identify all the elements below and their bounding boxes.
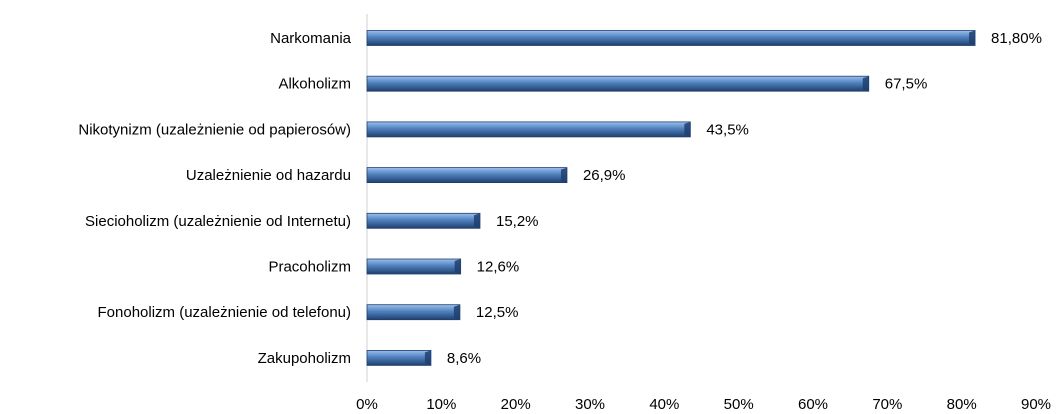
x-tick-label: 60% (798, 396, 828, 413)
category-label: Nikotynizm (uzależnienie od papierosów) (78, 121, 351, 138)
bar-end-cap (560, 167, 567, 183)
bar-end-cap (969, 30, 976, 46)
value-label: 8,6% (447, 350, 481, 367)
bar-nikotynizm-uzaleznienie-od-papierosow (366, 121, 691, 138)
category-label: Fonoholizm (uzależnienie od telefonu) (98, 304, 351, 321)
value-label: 43,5% (706, 121, 749, 138)
bar-end-cap (473, 213, 480, 229)
bar-alkoholizm (366, 75, 870, 92)
value-label: 26,9% (583, 167, 626, 184)
category-label: Siecioholizm (uzależnienie od Internetu) (85, 213, 351, 230)
x-tick-label: 0% (356, 396, 378, 413)
x-tick-label: 30% (575, 396, 605, 413)
category-label: Zakupoholizm (258, 350, 351, 367)
bar-fonoholizm-uzaleznienie-od-telefonu (366, 304, 461, 321)
value-label: 15,2% (496, 213, 539, 230)
bar-siecioholizm-uzaleznienie-od-internetu (366, 212, 481, 229)
x-axis-ticks: 0% 10% 20% 30% 40% 50% 60% 70% 80% 90% (356, 396, 1051, 413)
value-label: 81,80% (991, 30, 1042, 47)
bar-end-cap (424, 350, 431, 366)
category-label: Narkomania (270, 30, 352, 47)
bar-uzaleznienie-od-hazardu (366, 167, 568, 184)
value-label: 12,5% (476, 304, 519, 321)
x-tick-label: 90% (1021, 396, 1051, 413)
category-label: Uzależnienie od hazardu (186, 167, 351, 184)
value-label: 12,6% (477, 259, 520, 276)
category-labels: Narkomania Alkoholizm Nikotynizm (uzależni… (78, 30, 351, 367)
bar-narkomania (366, 30, 976, 46)
bars-layer (366, 30, 976, 366)
bar-zakupoholizm (366, 349, 432, 366)
category-label: Alkoholizm (278, 76, 351, 93)
bar-end-cap (862, 76, 869, 92)
value-label: 67,5% (885, 76, 928, 93)
x-tick-label: 50% (724, 396, 754, 413)
bar-end-cap (454, 259, 461, 274)
x-tick-label: 80% (947, 396, 977, 413)
x-tick-label: 70% (872, 396, 902, 413)
bar-end-cap (453, 304, 460, 320)
x-tick-label: 40% (649, 396, 679, 413)
x-tick-label: 10% (426, 396, 456, 413)
category-label: Pracoholizm (268, 259, 351, 276)
x-tick-label: 20% (501, 396, 531, 413)
bar-end-cap (684, 121, 691, 137)
value-labels: 81,80% 67,5% 43,5% 26,9% 15,2% 12,6% 12,5% 8,6% (447, 30, 1042, 367)
bar-pracoholizm (366, 258, 462, 275)
